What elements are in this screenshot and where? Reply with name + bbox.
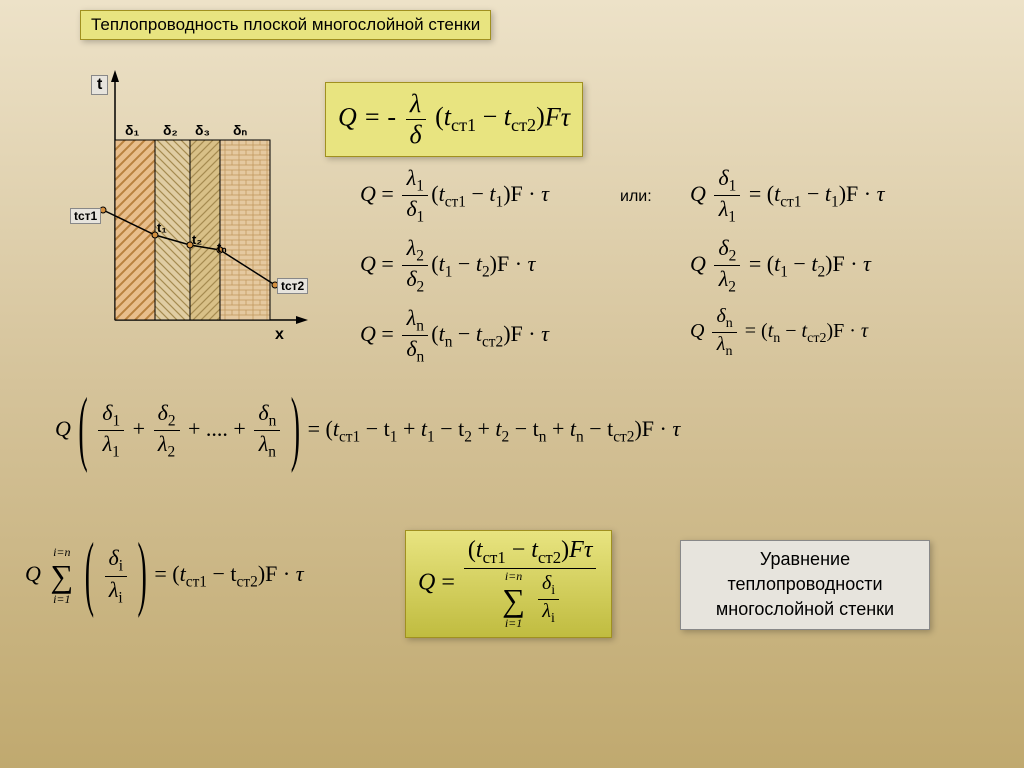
axis-t-label: t (91, 75, 108, 95)
deltan-label: δₙ (233, 122, 247, 139)
footer-label-text: Уравнение теплопроводности многослойной … (716, 549, 894, 619)
q-sym: Q = (338, 102, 387, 131)
main-formula-box: Q = - λ δ (tст1 − tст2)Fτ (325, 82, 583, 157)
eq-left-2: Q = λ2δ2(t1 − t2)F · τ (360, 235, 535, 297)
eq-right-3: Q δnλn = (tn − tст2)F · τ (690, 305, 868, 360)
eq-right-2: Q δ2λ2 = (t1 − t2)F · τ (690, 235, 871, 297)
lambda-delta-frac: λ δ (406, 89, 426, 150)
delta3-label: δ₃ (195, 122, 210, 138)
tn-label: tₙ (217, 240, 227, 256)
title-box: Теплопроводность плоской многослойной ст… (80, 10, 491, 40)
paren-group: (tст1 − tст2) (435, 102, 545, 131)
final-formula-box: Q = (tст1 − tст2)Fτ i=n∑i=1 δiλi (405, 530, 612, 638)
tst2-label: tст2 (277, 278, 308, 294)
eq-sum-row: Q ( δ1λ1 + δ2λ2 + .... + δnλn ) = (tст1 … (55, 400, 680, 462)
title-text: Теплопроводность плоской многослойной ст… (91, 15, 480, 34)
eq-left-3: Q = λnδn(tn − tст2)F · τ (360, 305, 549, 367)
axis-x-label: x (275, 326, 284, 344)
or-label: или: (620, 188, 652, 206)
tst1-label: tст1 (70, 208, 101, 224)
final-frac: (tст1 − tст2)Fτ i=n∑i=1 δiλi (464, 537, 597, 631)
eq-right-1: Q δ1λ1 = (tст1 − t1)F · τ (690, 165, 884, 227)
t2-label: t₂ (192, 232, 202, 247)
delta2-label: δ₂ (163, 122, 178, 138)
delta1-label: δ₁ (125, 122, 139, 138)
footer-label-box: Уравнение теплопроводности многослойной … (680, 540, 930, 630)
wall-diagram: t x δ₁ δ₂ δ₃ δₙ tст1 t₁ t₂ tₙ tст2 (85, 60, 320, 350)
t1-label: t₁ (157, 220, 167, 235)
minus-sym: - (387, 102, 396, 131)
eq-left-1: Q = λ1δ1(tст1 − t1)F · τ (360, 165, 549, 227)
eq-bottom-left: Q i=n∑i=1 ( δiλi ) = (tст1 − tст2)F · τ (25, 545, 304, 607)
